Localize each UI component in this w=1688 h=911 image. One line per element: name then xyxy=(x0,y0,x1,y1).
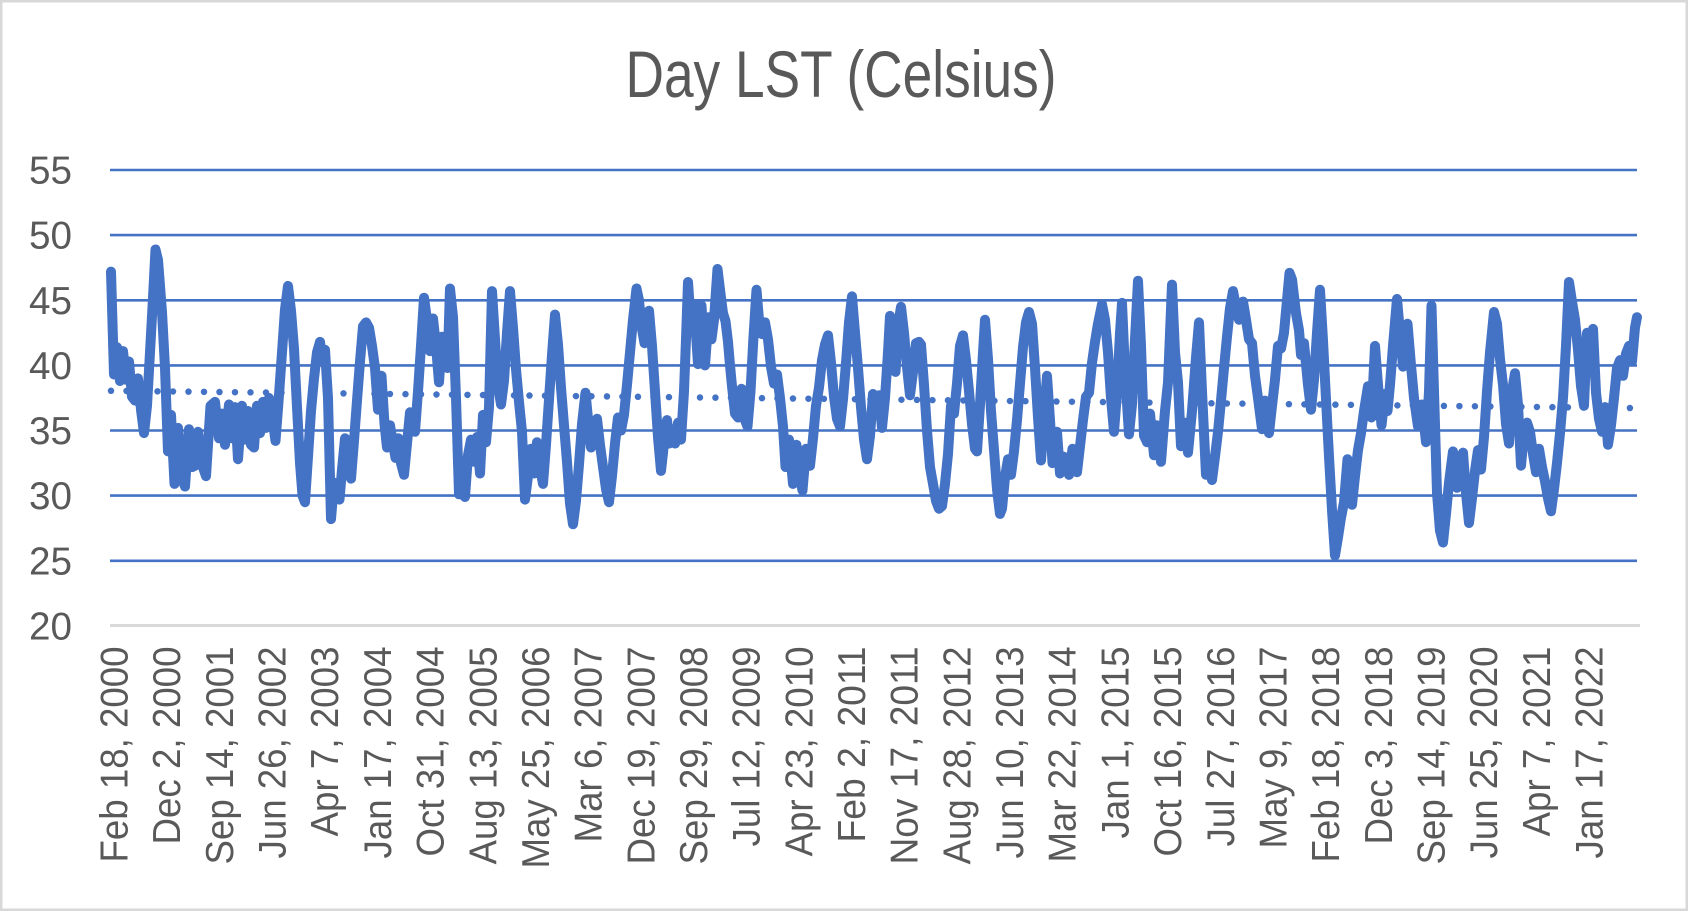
svg-text:Mar 22, 2014: Mar 22, 2014 xyxy=(1042,647,1085,863)
svg-text:May 9, 2017: May 9, 2017 xyxy=(1253,647,1296,849)
svg-text:40: 40 xyxy=(29,345,72,388)
svg-text:30: 30 xyxy=(29,475,72,518)
svg-text:20: 20 xyxy=(29,605,72,648)
svg-text:Jul 12, 2009: Jul 12, 2009 xyxy=(726,647,769,847)
svg-text:Dec 2, 2000: Dec 2, 2000 xyxy=(146,647,189,845)
svg-text:35: 35 xyxy=(29,410,72,453)
svg-text:Jan 17, 2004: Jan 17, 2004 xyxy=(357,647,400,859)
svg-text:Mar 6, 2007: Mar 6, 2007 xyxy=(568,647,611,843)
svg-text:Day LST (Celsius): Day LST (Celsius) xyxy=(626,38,1057,111)
svg-text:May 25, 2006: May 25, 2006 xyxy=(515,647,558,869)
svg-text:Feb 2, 2011: Feb 2, 2011 xyxy=(831,647,874,843)
svg-text:Jun 10, 2013: Jun 10, 2013 xyxy=(989,647,1032,859)
svg-text:Sep 29, 2008: Sep 29, 2008 xyxy=(673,647,716,865)
svg-text:Apr 7, 2003: Apr 7, 2003 xyxy=(304,647,347,837)
svg-text:55: 55 xyxy=(29,150,72,193)
svg-text:Dec 3, 2018: Dec 3, 2018 xyxy=(1358,647,1401,845)
svg-text:Jan 1, 2015: Jan 1, 2015 xyxy=(1094,647,1137,839)
svg-text:Apr 23, 2010: Apr 23, 2010 xyxy=(778,647,821,857)
svg-text:Sep 14, 2019: Sep 14, 2019 xyxy=(1411,647,1454,865)
svg-text:Oct 31, 2004: Oct 31, 2004 xyxy=(410,647,453,857)
svg-text:Aug 13, 2005: Aug 13, 2005 xyxy=(462,647,505,865)
svg-text:50: 50 xyxy=(29,215,72,258)
svg-text:Sep 14, 2001: Sep 14, 2001 xyxy=(199,647,242,865)
svg-text:Jul 27, 2016: Jul 27, 2016 xyxy=(1200,647,1243,847)
svg-text:Feb 18, 2018: Feb 18, 2018 xyxy=(1305,647,1348,863)
svg-text:Aug 28, 2012: Aug 28, 2012 xyxy=(936,647,979,865)
svg-text:Jun 25, 2020: Jun 25, 2020 xyxy=(1463,647,1506,859)
svg-text:Dec 19, 2007: Dec 19, 2007 xyxy=(620,647,663,865)
svg-text:25: 25 xyxy=(29,540,72,583)
svg-text:45: 45 xyxy=(29,280,72,323)
svg-text:Jun 26, 2002: Jun 26, 2002 xyxy=(252,647,295,859)
svg-text:Feb 18, 2000: Feb 18, 2000 xyxy=(94,647,137,863)
svg-text:Nov 17, 2011: Nov 17, 2011 xyxy=(884,647,927,865)
svg-text:Jan 17, 2022: Jan 17, 2022 xyxy=(1569,647,1612,859)
svg-text:Oct 16, 2015: Oct 16, 2015 xyxy=(1147,647,1190,857)
svg-text:Apr 7, 2021: Apr 7, 2021 xyxy=(1516,647,1559,837)
